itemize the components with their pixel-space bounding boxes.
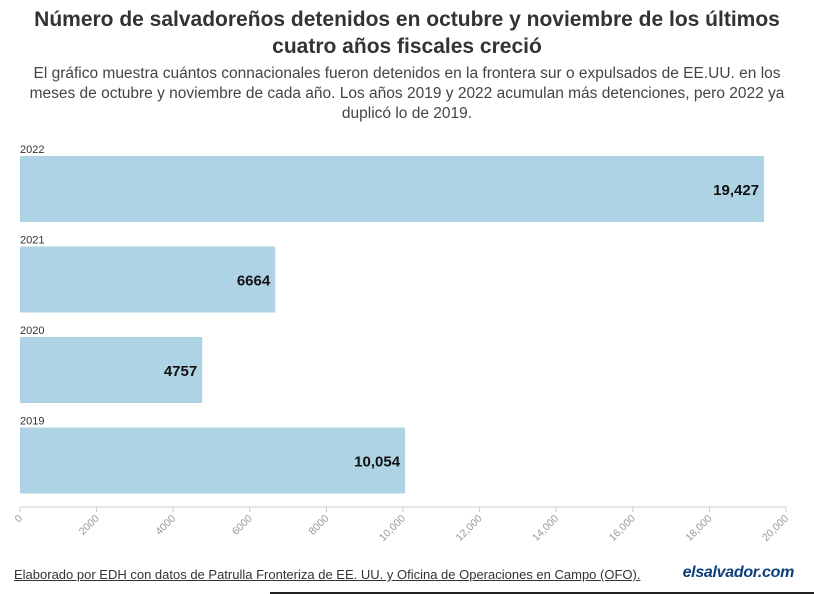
x-tick-label: 6000: [230, 513, 255, 538]
category-label: 2020: [20, 325, 44, 337]
x-tick-label: 10,000: [377, 513, 408, 544]
x-tick-label: 14,000: [530, 513, 561, 544]
x-tick-label: 2000: [77, 513, 102, 538]
elsalvador-logo[interactable]: elsalvador.com: [682, 564, 795, 581]
bar: [20, 156, 765, 222]
source-note-link[interactable]: Elaborado por EDH con datos de Patrulla …: [14, 567, 641, 582]
chart-subtitle: El gráfico muestra cuántos connacionales…: [29, 65, 785, 122]
bar-value-label: 10,054: [354, 454, 401, 471]
chart-title: Número de salvadoreños detenidos en octu…: [34, 8, 780, 58]
bar-value-label: 19,427: [713, 182, 759, 199]
x-tick-label: 4000: [153, 513, 178, 538]
category-label: 2021: [20, 235, 44, 247]
bar: [20, 427, 406, 494]
x-tick-label: 20,000: [760, 513, 791, 544]
bar-value-label: 4757: [164, 363, 197, 380]
x-tick-label: 0: [13, 513, 26, 526]
category-label: 2019: [20, 416, 44, 428]
x-tick-label: 8000: [307, 513, 332, 538]
x-tick-label: 18,000: [683, 513, 714, 544]
bar-value-label: 6664: [237, 273, 271, 290]
category-label: 2022: [20, 144, 44, 156]
x-tick-label: 16,000: [607, 513, 638, 544]
bar: [20, 337, 203, 403]
bar: [20, 246, 276, 313]
x-tick-label: 12,000: [454, 513, 485, 544]
footer-divider: [270, 592, 814, 594]
